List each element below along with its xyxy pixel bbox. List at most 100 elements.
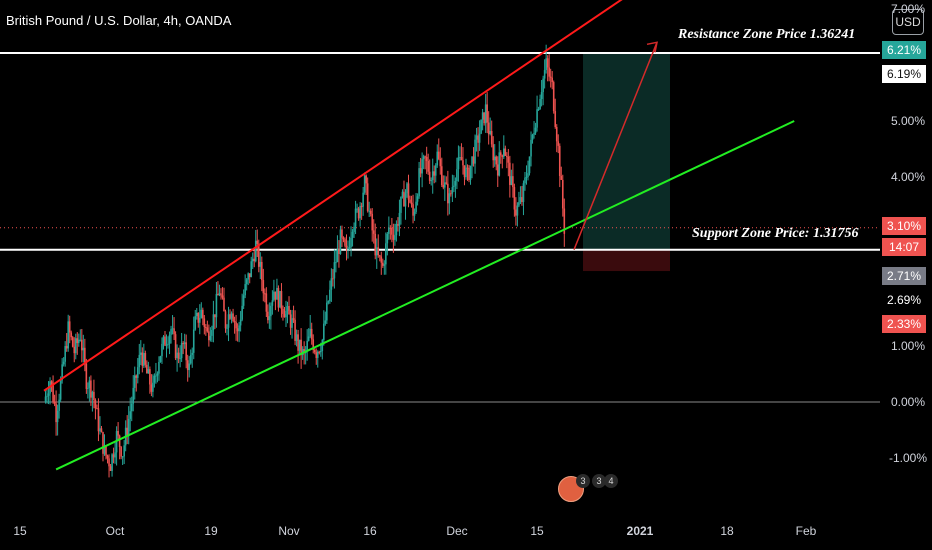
candle-body xyxy=(208,331,210,341)
profit-zone xyxy=(583,52,670,250)
candle-body xyxy=(67,321,69,349)
candle-body xyxy=(437,151,440,159)
candle-body xyxy=(143,353,145,366)
candle-body xyxy=(545,58,547,71)
candle-body xyxy=(368,210,370,212)
candle-body xyxy=(501,155,504,157)
candle-body xyxy=(436,151,439,166)
candle-body xyxy=(77,339,80,344)
candle-body xyxy=(74,338,77,354)
candle-body xyxy=(226,327,228,329)
candle-body xyxy=(221,295,224,298)
candle-body xyxy=(344,239,346,246)
candle-body xyxy=(71,337,74,347)
x-tick-label: 18 xyxy=(720,524,734,538)
candle-body xyxy=(428,171,431,181)
candle-body xyxy=(391,227,393,235)
currency-button[interactable]: USD xyxy=(892,9,924,35)
candle-body xyxy=(348,246,351,249)
candle-body xyxy=(65,346,68,349)
candle-body xyxy=(366,183,369,211)
candle-body xyxy=(306,340,308,351)
candle-body xyxy=(214,314,216,318)
candle-body xyxy=(365,175,367,184)
candle-body xyxy=(335,262,337,264)
candle-body xyxy=(102,432,104,454)
candle-body xyxy=(182,342,184,345)
candle-body xyxy=(176,352,178,359)
candle-body xyxy=(540,92,543,99)
candle-body xyxy=(129,411,132,419)
candle-body xyxy=(85,363,88,389)
y-tick-label: 4.00% xyxy=(890,170,926,185)
candle-body xyxy=(186,360,189,371)
candle-body xyxy=(546,58,549,68)
candle-body xyxy=(356,208,358,210)
candle-body xyxy=(303,349,305,354)
candle-body xyxy=(241,305,243,320)
candle-body xyxy=(177,352,180,359)
candle-body xyxy=(197,312,200,323)
candle-body xyxy=(389,227,392,229)
economic-events[interactable]: 3 3 4 xyxy=(558,474,618,504)
candle-body xyxy=(350,237,352,247)
candle-body xyxy=(392,234,395,240)
projection-arrow-head xyxy=(646,41,658,53)
candle-body xyxy=(440,166,443,186)
candle-body xyxy=(93,391,95,401)
candle-body xyxy=(478,133,481,143)
event-count-1[interactable]: 3 xyxy=(576,474,590,488)
candle-body xyxy=(519,197,522,203)
candle-body xyxy=(264,293,266,295)
candle-body xyxy=(286,306,289,311)
candle-body xyxy=(195,312,198,317)
candle-body xyxy=(407,183,410,200)
candle-body xyxy=(97,408,100,432)
candle-body xyxy=(415,201,417,212)
candle-body xyxy=(457,157,460,170)
event-count-3[interactable]: 4 xyxy=(604,474,618,488)
candle-body xyxy=(522,183,525,202)
candle-body xyxy=(147,369,150,374)
candle-body xyxy=(217,293,219,296)
candle-body xyxy=(409,199,411,203)
candle-body xyxy=(300,339,302,356)
candle-body xyxy=(375,247,378,256)
candle-body xyxy=(416,196,419,202)
candle-body xyxy=(469,165,472,181)
candle-body xyxy=(466,167,469,169)
candle-body xyxy=(528,156,531,174)
candle-body xyxy=(548,67,550,77)
event-count-2[interactable]: 3 xyxy=(592,474,606,488)
candle-body xyxy=(46,395,48,397)
candle-body xyxy=(227,314,230,328)
candle-body xyxy=(140,352,142,355)
candle-body xyxy=(471,156,473,166)
candle-body xyxy=(265,293,268,312)
candle-body xyxy=(205,327,207,329)
candle-body xyxy=(120,446,122,457)
candle-body xyxy=(165,344,168,346)
candle-body xyxy=(254,240,257,262)
support-annotation: Support Zone Price: 1.31756 xyxy=(692,226,859,241)
candle-body xyxy=(388,227,390,234)
candle-body xyxy=(209,335,212,341)
candle-body xyxy=(307,336,310,341)
uk-flag-icon[interactable] xyxy=(558,476,584,502)
candle-body xyxy=(53,401,56,404)
candle-body xyxy=(383,264,386,266)
candle-body xyxy=(114,452,116,458)
candle-body xyxy=(513,187,516,210)
level-lines xyxy=(0,51,880,403)
candle-body xyxy=(401,191,404,197)
trend-lines xyxy=(43,0,795,471)
candle-body xyxy=(394,235,396,240)
candle-body xyxy=(248,273,251,277)
support-alt-tag: 2.69% xyxy=(882,291,926,309)
resistance-price-tag: 6.21% xyxy=(882,41,926,59)
candle-body xyxy=(185,342,187,361)
candle-body xyxy=(88,380,91,388)
candle-body xyxy=(351,231,354,238)
candle-body xyxy=(499,152,502,156)
